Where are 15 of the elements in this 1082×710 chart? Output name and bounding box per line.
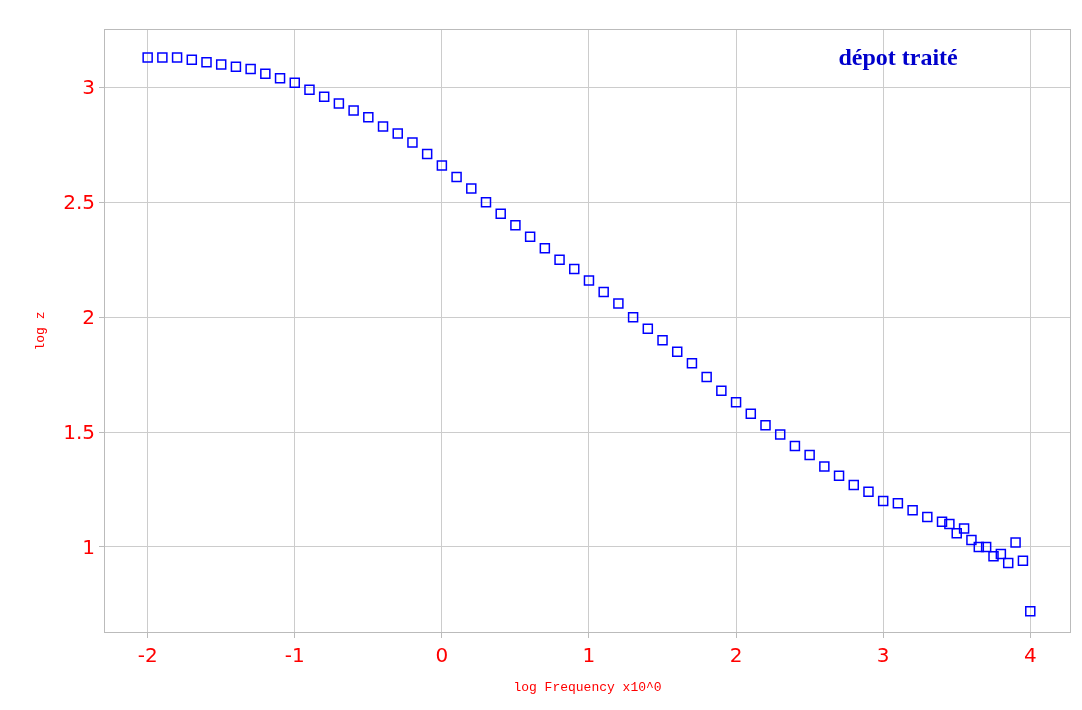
x-tick-label: -2: [137, 643, 158, 667]
y-tick-label: 3: [82, 75, 95, 100]
y-tick-label: 1: [82, 534, 95, 559]
y-axis-title: log z: [33, 311, 49, 351]
text: dépot traité: [838, 44, 959, 71]
y-tick-label: 1.5: [63, 420, 95, 445]
y-tick-label: 2: [82, 305, 95, 330]
y-tick-label: 2.5: [63, 190, 95, 215]
x-tick-label: 4: [1023, 643, 1037, 667]
x-tick-label: -1: [284, 643, 305, 667]
x-tick-label: 1: [582, 643, 596, 667]
x-axis-title: log Frequency x10^0: [513, 679, 662, 695]
x-tick-label: 3: [876, 643, 890, 667]
x-tick-label: 0: [435, 643, 449, 667]
x-tick-label: 2: [729, 643, 743, 667]
